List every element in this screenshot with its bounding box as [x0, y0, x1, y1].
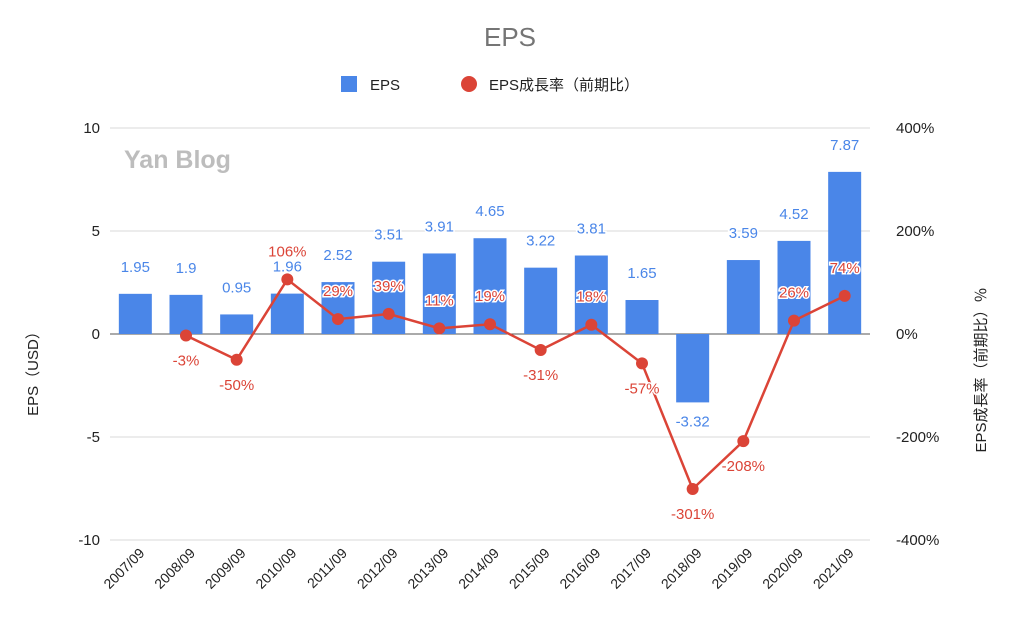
growth-point — [382, 307, 395, 320]
growth-data-label: 18% — [576, 289, 606, 306]
x-category-label: 2014/09 — [455, 545, 502, 592]
right-tick-label: 200% — [896, 223, 934, 240]
left-tick-label: -5 — [87, 429, 100, 446]
growth-data-label: 106% — [268, 243, 306, 260]
x-category-label: 2016/09 — [556, 545, 603, 592]
left-tick-label: -10 — [78, 532, 100, 549]
growth-data-label: -31% — [523, 367, 558, 384]
eps-data-label: 1.9 — [176, 260, 197, 277]
legend-growth-label: EPS成長率（前期比） — [489, 77, 639, 94]
legend-eps-swatch — [341, 76, 357, 92]
eps-bar — [524, 267, 558, 334]
growth-point — [484, 318, 496, 331]
growth-data-label: 39% — [374, 278, 404, 295]
legend-eps-label: EPS — [370, 77, 400, 94]
data-labels: 1.95 1.9 0.95 1.96 2.52 3.51 3.91 4.65 3.22 3.81 1… — [119, 135, 861, 524]
eps-data-label: 0.95 — [222, 279, 251, 296]
axes: 10 5 0 -5 -10 400% 200% 0% -200% -400% 2007/09 2008… — [78, 120, 939, 592]
eps-data-label: 1.65 — [627, 265, 656, 282]
eps-data-label: 2.52 — [323, 247, 352, 264]
growth-data-label: -50% — [219, 377, 254, 394]
growth-point — [534, 343, 547, 356]
growth-point — [838, 289, 851, 302]
eps-data-label: 4.65 — [475, 203, 504, 220]
watermark-text: Yan Blog — [124, 146, 231, 174]
left-axis-title: EPS（USD） — [25, 324, 42, 416]
eps-bar — [625, 300, 659, 334]
left-tick-label: 10 — [83, 120, 100, 137]
growth-point — [281, 273, 294, 286]
growth-data-label: 74% — [830, 260, 860, 277]
eps-data-label: 3.91 — [425, 218, 454, 235]
eps-bar — [473, 238, 507, 334]
left-tick-label: 0 — [92, 326, 100, 343]
x-category-label: 2018/09 — [658, 545, 705, 592]
eps-data-label: 3.81 — [577, 221, 606, 238]
eps-data-label: 3.51 — [374, 227, 403, 244]
eps-bar — [220, 314, 254, 334]
eps-data-label: 1.95 — [121, 259, 150, 276]
growth-line — [180, 273, 851, 496]
growth-line-path — [185, 277, 846, 492]
growth-point — [230, 353, 243, 366]
chart-title: EPS — [484, 22, 536, 52]
x-category-label: 2021/09 — [810, 545, 857, 592]
x-category-label: 2017/09 — [607, 545, 654, 592]
legend: EPS EPS成長率（前期比） — [341, 76, 639, 94]
eps-data-label: 3.59 — [729, 225, 758, 242]
eps-bar — [372, 261, 406, 334]
x-category-label: 2013/09 — [404, 545, 451, 592]
x-category-label: 2012/09 — [354, 545, 401, 592]
x-category-label: 2019/09 — [708, 545, 755, 592]
eps-data-label: 4.52 — [779, 206, 808, 223]
growth-point — [585, 318, 598, 331]
x-category-label: 2011/09 — [304, 545, 351, 592]
right-axis-title: EPS成長率（前期比）％ — [973, 287, 990, 452]
x-category-label: 2008/09 — [151, 545, 198, 592]
eps-bar — [676, 334, 710, 403]
eps-data-label: 1.96 — [273, 259, 302, 276]
growth-data-label: 26% — [779, 285, 809, 302]
eps-bar — [321, 282, 355, 334]
left-tick-label: 5 — [92, 223, 100, 240]
growth-data-label: -3% — [173, 353, 200, 370]
growth-point — [788, 314, 800, 327]
growth-point — [332, 313, 344, 326]
eps-bar — [828, 171, 862, 334]
eps-bar — [270, 293, 304, 334]
eps-data-label: 7.87 — [830, 137, 859, 154]
growth-point — [636, 357, 648, 370]
eps-bar — [118, 293, 152, 334]
growth-data-label: -57% — [624, 380, 659, 397]
eps-bar — [169, 294, 203, 334]
right-tick-label: 0% — [896, 326, 918, 343]
x-category-label: 2015/09 — [506, 545, 553, 592]
eps-data-label: 3.22 — [526, 233, 555, 250]
eps-data-label: -3.32 — [676, 413, 710, 430]
growth-data-label: -208% — [722, 458, 765, 475]
growth-data-label: 19% — [475, 288, 505, 305]
x-category-label: 2010/09 — [252, 545, 299, 592]
growth-point — [686, 483, 699, 496]
x-category-label: 2009/09 — [202, 545, 249, 592]
right-tick-label: -400% — [896, 532, 939, 549]
x-category-label: 2007/09 — [100, 545, 147, 592]
eps-bar — [726, 260, 760, 334]
growth-data-label: -301% — [671, 506, 714, 523]
growth-data-label: 29% — [323, 283, 353, 300]
eps-bars — [118, 171, 862, 403]
right-tick-label: 400% — [896, 120, 934, 137]
eps-bar — [422, 253, 456, 334]
right-tick-label: -200% — [896, 429, 939, 446]
growth-point — [737, 435, 750, 448]
legend-growth-swatch — [461, 76, 477, 92]
growth-data-label: 11% — [425, 292, 454, 309]
growth-point — [180, 329, 192, 342]
x-category-label: 2020/09 — [759, 545, 806, 592]
growth-point — [433, 322, 446, 335]
